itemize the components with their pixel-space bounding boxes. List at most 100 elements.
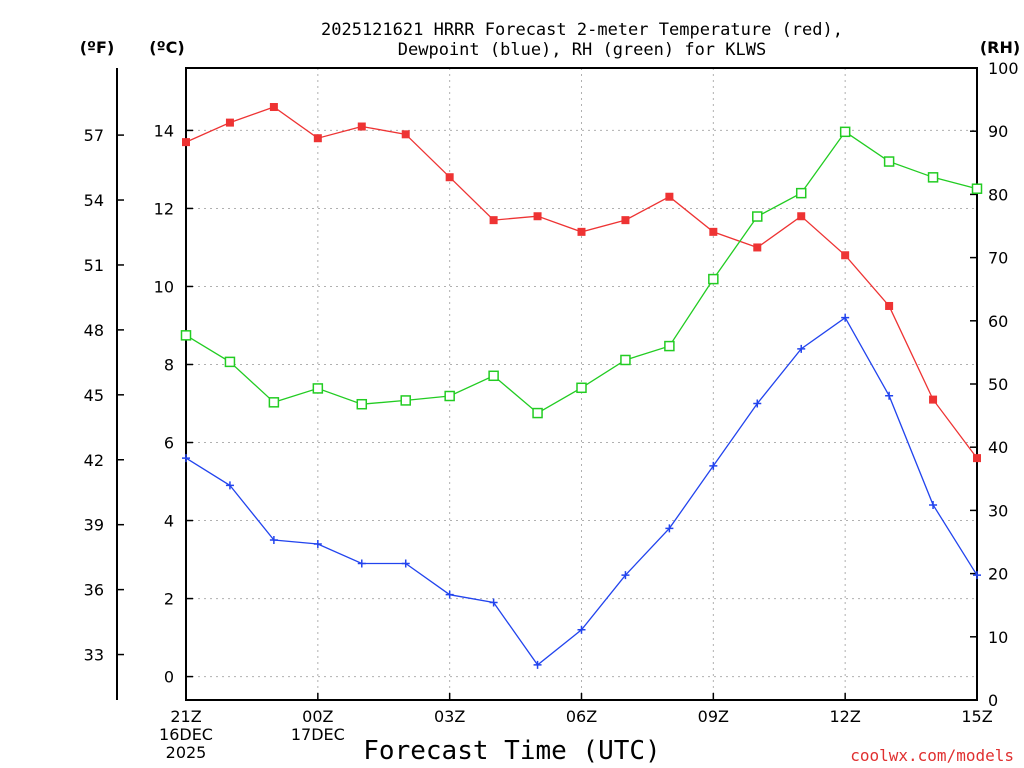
time-tick-label: 17DEC [291,725,345,744]
celsius-tick-label: 4 [164,512,174,531]
chart-title: 2025121621 HRRR Forecast 2-meter Tempera… [321,20,843,60]
celsius-tick-label: 8 [164,355,174,374]
time-tick-label: 06Z [566,707,597,726]
temperature-point [489,216,498,225]
fahrenheit-tick-label: 39 [84,516,104,535]
dewpoint-point [841,313,850,322]
relative-humidity-point [400,395,411,406]
relative-humidity-point [444,390,455,402]
relative-humidity-point [664,340,675,352]
relative-humidity-point [576,382,587,394]
celsius-tick-label: 0 [164,668,174,687]
rh-tick-label: 10 [988,628,1008,647]
relative-humidity-series [180,126,983,419]
fahrenheit-tick-label: 51 [84,256,104,275]
temperature-point [269,103,278,112]
celsius-tick-label: 2 [164,590,174,609]
celsius-tick-label: 14 [154,121,174,140]
rh-tick-label: 90 [988,122,1008,141]
time-tick-label: 15Z [961,707,992,726]
temperature-point [182,138,190,147]
dewpoint-point [797,344,806,353]
dewpoint-point [489,598,498,607]
temperature-point [445,173,454,182]
relative-humidity-point [752,211,763,222]
dewpoint-point [269,536,278,545]
rh-tick-label: 80 [988,185,1008,204]
dewpoint-point [665,524,674,533]
dewpoint-point [401,559,410,568]
temperature-point [797,212,806,221]
celsius-tick-label: 10 [154,277,174,296]
x-axis-title: Forecast Time (UTC) [363,736,660,766]
celsius-axis: 0 2 4 6 8 10 12 14 [154,121,193,687]
celsius-tick-label: 6 [164,434,174,453]
temperature-point [885,301,894,310]
relative-humidity-point [971,183,983,194]
temperature-point [533,212,542,221]
fahrenheit-tick-label: 45 [84,386,104,405]
relative-humidity-point [883,156,895,167]
celsius-unit-label: (ºC) [149,38,184,57]
temperature-point [841,251,850,260]
time-tick-label: 09Z [698,707,729,726]
temperature-point [753,243,762,252]
rh-tick-label: 20 [988,565,1008,584]
relative-humidity-point [180,330,192,341]
fahrenheit-tick-label: 33 [84,646,104,665]
time-tick-label: 03Z [434,707,465,726]
temperature-series [182,103,981,463]
celsius-tick-label: 12 [154,199,174,218]
fahrenheit-tick-label: 36 [84,581,104,600]
time-tick-label: 2025 [166,743,207,762]
dewpoint-point [753,399,762,408]
temperature-point [709,227,718,236]
dewpoint-point [709,461,718,470]
dewpoint-point [885,391,894,400]
temperature-point [929,395,938,404]
chart-title-line-2: Dewpoint (blue), RH (green) for KLWS [398,40,766,60]
relative-humidity-point [620,354,631,366]
rh-tick-label: 70 [988,249,1008,268]
rh-tick-label: 0 [988,691,998,710]
dewpoint-point [182,454,190,463]
fahrenheit-tick-label: 57 [84,126,104,145]
temperature-point [665,192,674,201]
temperature-point [401,130,410,139]
dewpoint-series [182,313,981,669]
rh-tick-label: 40 [988,438,1008,457]
rh-tick-label: 60 [988,312,1008,331]
dewpoint-point [929,500,938,509]
fahrenheit-tick-label: 54 [84,191,104,210]
credit-text: coolwx.com/models [850,746,1014,765]
time-tick-label: 00Z [302,707,333,726]
relative-humidity-point [488,370,499,382]
relative-humidity-point [268,397,280,408]
relative-humidity-point [224,356,236,368]
rh-tick-label: 30 [988,501,1008,520]
rh-unit-label: (RH) [980,38,1020,57]
time-tick-label: 16DEC [159,725,213,744]
rh-tick-label: 100 [988,59,1019,78]
relative-humidity-point [356,398,368,410]
relative-humidity-point [312,383,324,394]
dewpoint-point [533,660,542,669]
relative-humidity-point [532,407,543,419]
time-tick-label: 12Z [830,707,861,726]
relative-humidity-point [708,273,719,285]
temperature-point [621,216,630,225]
fahrenheit-axis: 33 36 39 42 45 48 51 54 57 [84,126,124,665]
temperature-point [577,227,586,236]
temperature-point [313,134,322,143]
temperature-point [357,122,366,131]
dewpoint-point [313,539,322,548]
relative-humidity-point [839,126,851,138]
fahrenheit-tick-label: 42 [84,451,104,470]
dewpoint-point [357,559,366,568]
dewpoint-point [973,571,981,580]
rh-tick-label: 50 [988,375,1008,394]
dewpoint-point [225,481,234,490]
fahrenheit-tick-label: 48 [84,321,104,340]
